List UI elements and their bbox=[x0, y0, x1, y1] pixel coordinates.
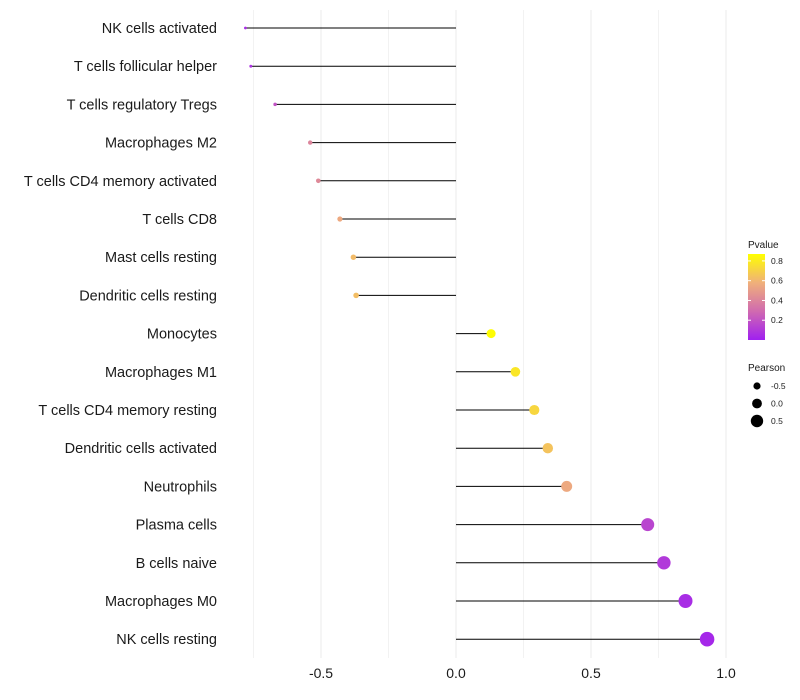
lollipop-point bbox=[657, 556, 671, 570]
lollipop-point bbox=[510, 366, 521, 377]
pearson-legend-label: -0.5 bbox=[771, 381, 786, 391]
lollipop-point bbox=[244, 26, 247, 30]
category-label: T cells CD8 bbox=[142, 212, 217, 228]
category-label: Macrophages M2 bbox=[105, 136, 217, 152]
pearson-legend: Pearson -0.5 0.0 0.5 bbox=[748, 363, 786, 428]
lollipop-point bbox=[308, 140, 313, 145]
category-label: T cells CD4 memory activated bbox=[24, 174, 217, 190]
x-axis-tick-labels: -0.5 0.0 0.5 1.0 bbox=[309, 665, 736, 681]
x-tick-label: 1.0 bbox=[716, 665, 736, 681]
lollipop-point bbox=[529, 404, 540, 416]
category-labels: NK cells activated T cells follicular hel… bbox=[24, 21, 217, 648]
lollipop-point bbox=[678, 594, 693, 608]
lollipop-point bbox=[486, 329, 496, 339]
pvalue-legend: Pvalue 0.8 0.6 0.4 0.2 bbox=[748, 240, 783, 340]
pvalue-colorbar bbox=[748, 254, 765, 340]
lollipop-point bbox=[561, 480, 573, 492]
category-label: Dendritic cells resting bbox=[79, 288, 217, 304]
point-layer bbox=[244, 26, 715, 647]
x-tick-label: -0.5 bbox=[309, 665, 333, 681]
category-label: Mast cells resting bbox=[105, 250, 217, 266]
lollipop-point bbox=[337, 216, 343, 222]
lollipop-point bbox=[641, 518, 655, 532]
x-tick-label: 0.0 bbox=[446, 665, 466, 681]
category-label: B cells naive bbox=[136, 556, 217, 572]
category-label: T cells follicular helper bbox=[74, 59, 217, 75]
category-label: NK cells resting bbox=[116, 632, 217, 648]
stem-layer bbox=[245, 27, 708, 640]
pearson-legend-dot bbox=[752, 398, 762, 409]
lollipop-point bbox=[699, 631, 715, 647]
pearson-legend-title: Pearson bbox=[748, 363, 785, 374]
pvalue-tick-label: 0.2 bbox=[771, 315, 783, 325]
lollipop-point bbox=[315, 178, 321, 184]
category-label: Dendritic cells activated bbox=[65, 441, 217, 457]
pvalue-legend-title: Pvalue bbox=[748, 240, 779, 251]
category-label: Macrophages M0 bbox=[105, 594, 217, 610]
category-label: NK cells activated bbox=[102, 21, 217, 37]
category-label: T cells CD4 memory resting bbox=[38, 403, 217, 419]
pearson-legend-label: 0.5 bbox=[771, 416, 783, 426]
pearson-legend-dot bbox=[753, 382, 761, 390]
category-label: Plasma cells bbox=[136, 518, 217, 534]
category-label: T cells regulatory Tregs bbox=[67, 97, 217, 113]
lollipop-point bbox=[353, 292, 359, 299]
pearson-legend-label: 0.0 bbox=[771, 399, 783, 409]
lollipop-point bbox=[249, 64, 253, 68]
lollipop-point bbox=[273, 102, 277, 107]
pvalue-tick-label: 0.4 bbox=[771, 295, 783, 305]
lollipop-point bbox=[350, 254, 357, 260]
category-label: Macrophages M1 bbox=[105, 365, 217, 381]
category-label: Neutrophils bbox=[144, 479, 217, 495]
category-label: Monocytes bbox=[147, 327, 217, 343]
pvalue-tick-label: 0.8 bbox=[771, 256, 783, 266]
x-tick-label: 0.5 bbox=[581, 665, 601, 681]
pvalue-tick-label: 0.6 bbox=[771, 276, 783, 286]
lollipop-point bbox=[542, 442, 554, 454]
pearson-legend-dot bbox=[750, 414, 764, 428]
